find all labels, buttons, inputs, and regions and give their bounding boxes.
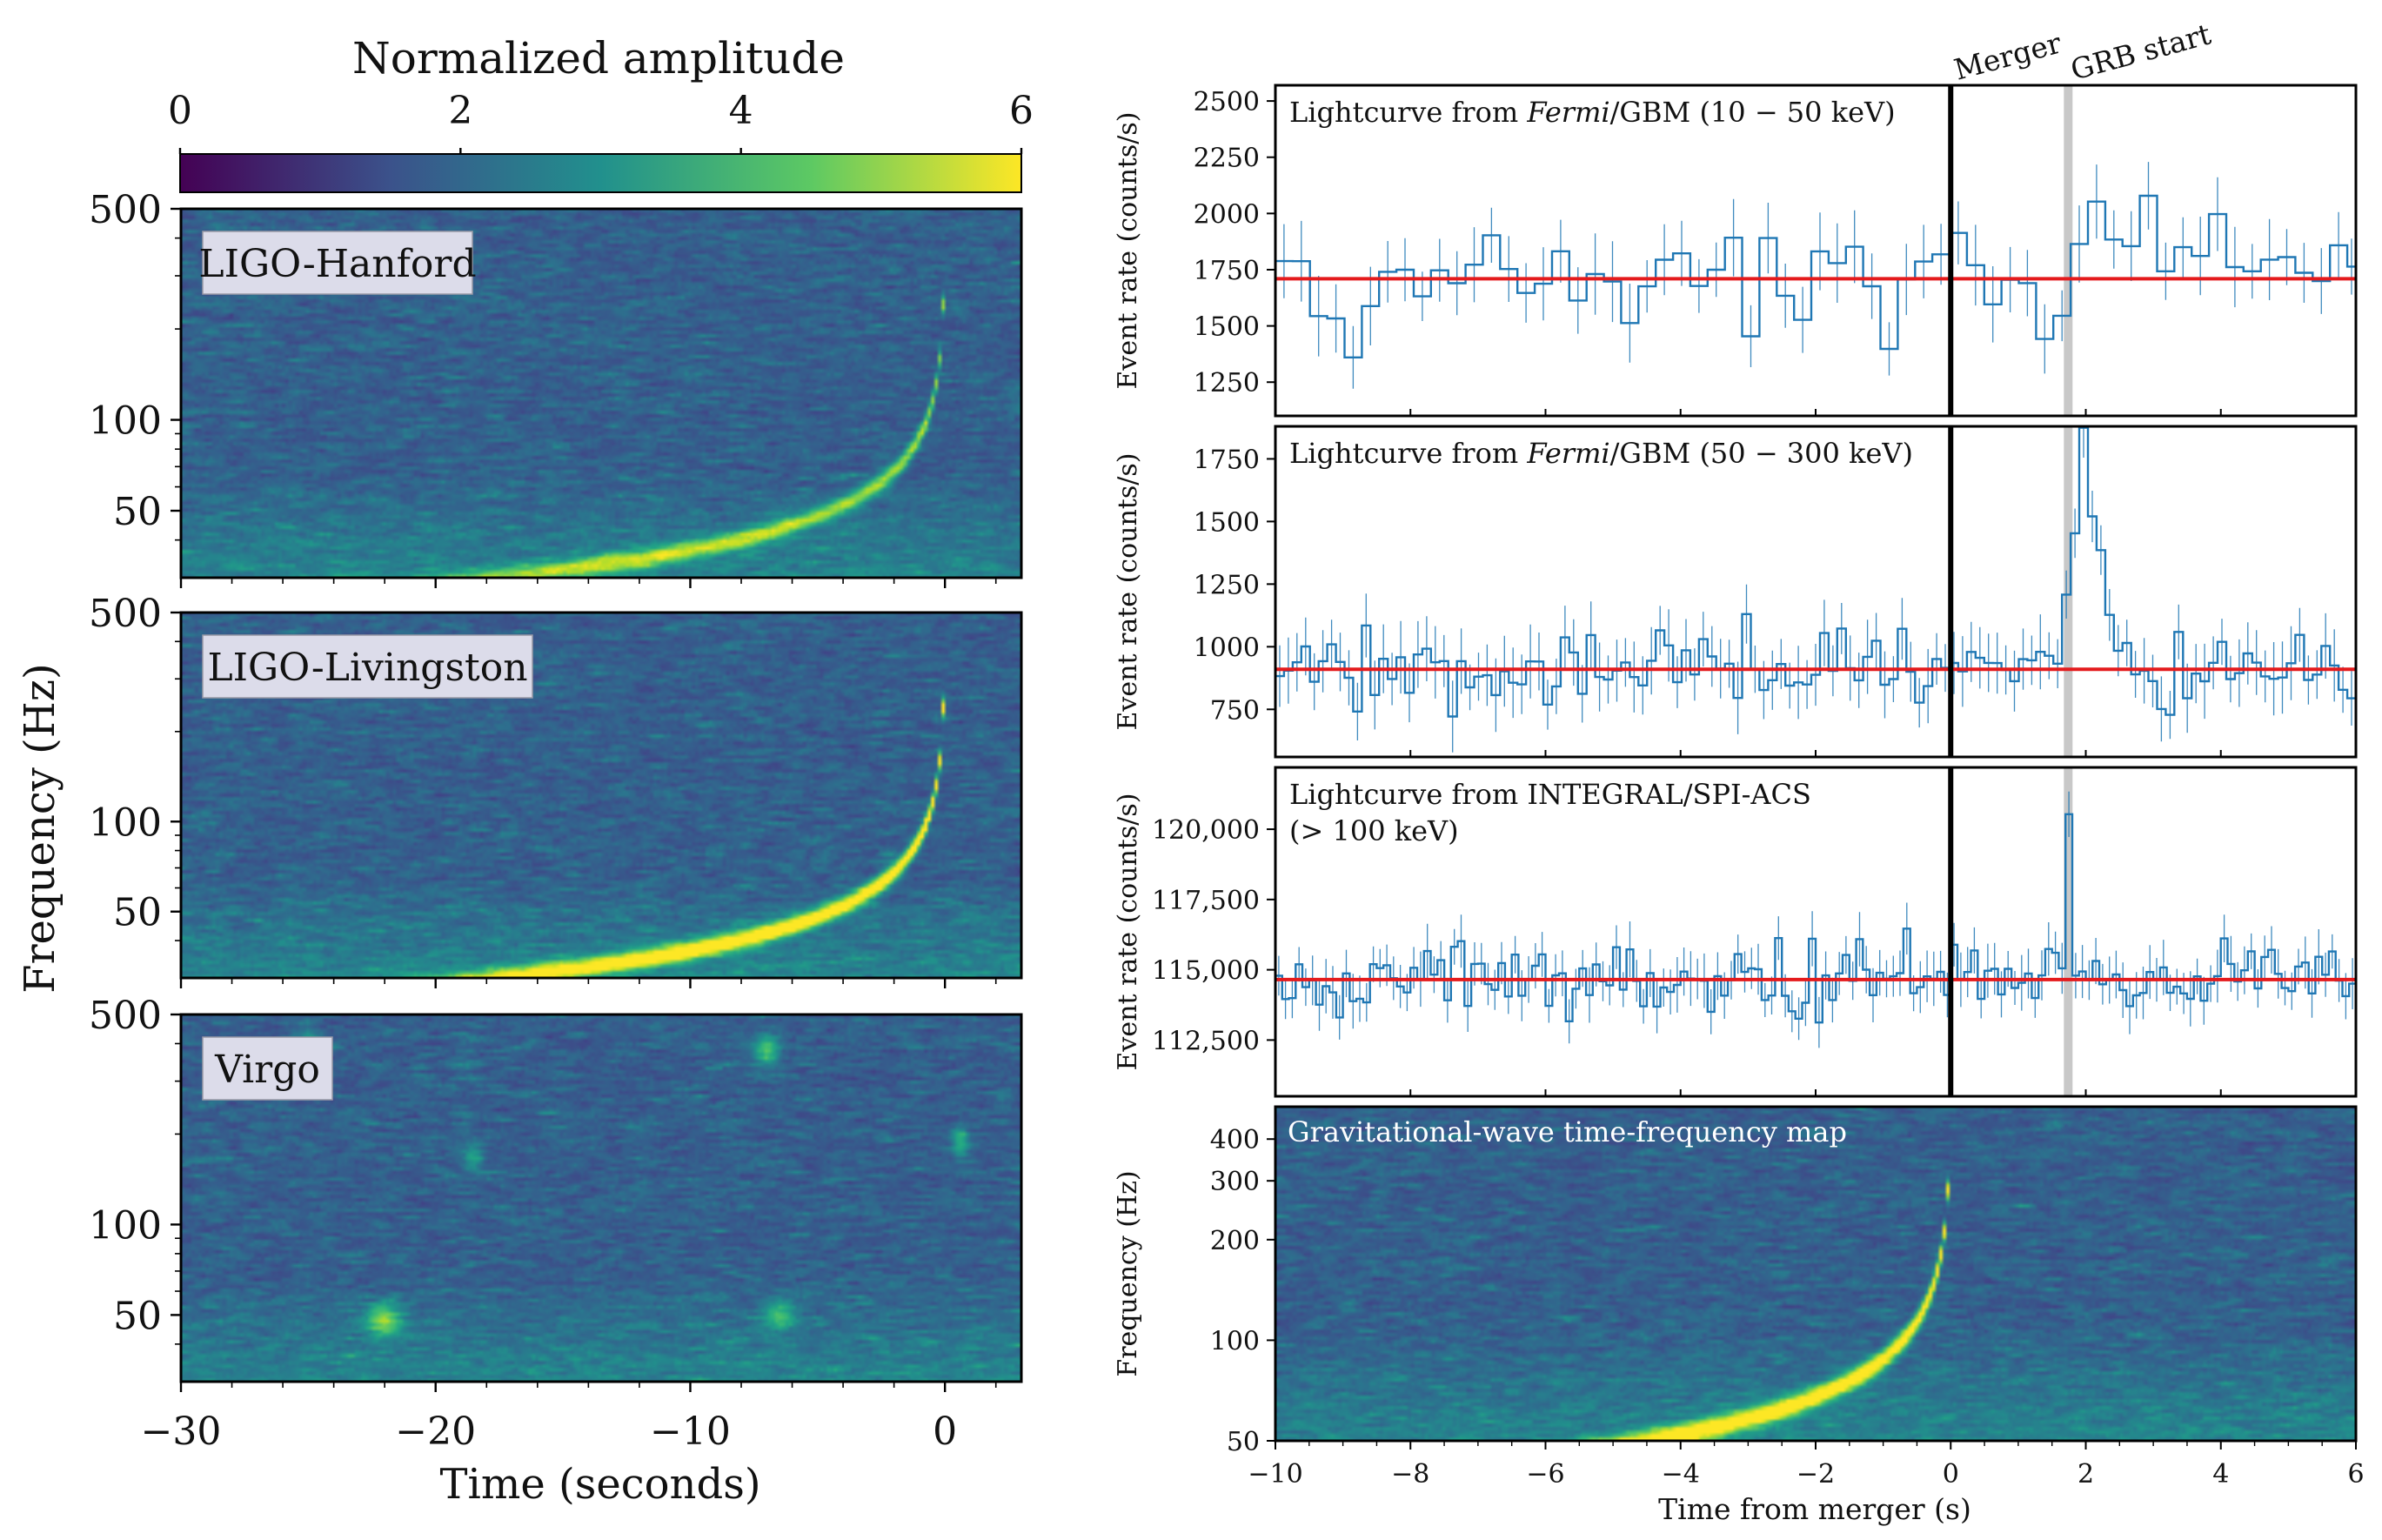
- y-tick-label: 115,000: [1152, 956, 1260, 987]
- gw-time-frequency-map: Gravitational-wave time-frequency map 50 1…: [1113, 1105, 2365, 1490]
- right-x-axis-label: Time from merger (s): [1658, 1492, 1971, 1526]
- colorbar-title: Normalized amplitude: [352, 33, 845, 84]
- x-tick-label: 4: [2212, 1459, 2229, 1490]
- colorbar-tick-label: 6: [1009, 89, 1034, 133]
- x-tick-label: 2: [2078, 1459, 2094, 1490]
- y-tick-label: 1500: [1194, 507, 1260, 538]
- colorbar-tick-label: 0: [168, 89, 192, 133]
- lightcurve-y-label: Event rate (counts/s): [1113, 793, 1143, 1071]
- spectrogram-ligo-livingston: LIGO-Livingston 50 100 500: [89, 592, 1023, 988]
- x-tick-label: −2: [1797, 1459, 1835, 1490]
- lightcurve-panel-1: Lightcurve from Fermi/GBM (10 − 50 keV) 1…: [1113, 84, 2358, 418]
- x-tick-label: −30: [141, 1409, 222, 1454]
- y-tick-label: 50: [113, 490, 162, 534]
- merger-marker-label: Merger: [1950, 26, 2065, 87]
- lightcurve-title: Lightcurve from Fermi/GBM (50 − 300 keV): [1289, 437, 1913, 470]
- x-tick-label: 0: [933, 1409, 957, 1454]
- x-tick-label: 6: [2347, 1459, 2364, 1490]
- lightcurve-panels: Lightcurve from Fermi/GBM (10 − 50 keV) 1…: [1113, 84, 2365, 1490]
- x-tick-label: −8: [1391, 1459, 1429, 1490]
- spectrogram-ligo-livingston-label: LIGO-Livingston: [207, 646, 527, 690]
- x-tick-label: −6: [1526, 1459, 1564, 1490]
- y-tick-label: 100: [89, 1203, 162, 1248]
- y-tick-label: 500: [89, 592, 162, 636]
- lightcurve-panel-3: Lightcurve from INTEGRAL/SPI-ACS(> 100 k…: [1113, 766, 2358, 1098]
- y-tick-label: 500: [89, 188, 162, 232]
- spectrogram-ligo-livingston-frame: [179, 611, 1023, 980]
- gw-map-y-label: Frequency (Hz): [1113, 1170, 1143, 1376]
- left-y-axis-label: Frequency (Hz): [16, 663, 64, 993]
- colorbar-gradient: [179, 153, 1022, 193]
- spectrogram-ligo-hanford-label: LIGO-Hanford: [198, 242, 476, 286]
- y-tick-label: 50: [113, 891, 162, 935]
- lightcurve-y-label: Event rate (counts/s): [1113, 453, 1143, 731]
- y-tick-label: 50: [113, 1294, 162, 1338]
- y-tick-label: 1500: [1194, 312, 1260, 343]
- y-tick-label: 117,500: [1152, 886, 1260, 916]
- spectrogram-virgo-label: Virgo: [214, 1048, 320, 1092]
- grb-start-band: [2064, 426, 2073, 757]
- y-tick-label: 1250: [1194, 368, 1260, 398]
- colorbar-tick-label: 4: [729, 89, 753, 133]
- x-tick-label: 0: [1943, 1459, 1959, 1490]
- spectrogram-ligo-hanford-frame: [179, 207, 1023, 579]
- lightcurve-steps: [1275, 426, 2356, 718]
- x-tick-label: −10: [1248, 1459, 1302, 1490]
- error-bars: [1279, 426, 2352, 753]
- y-tick-label: 2500: [1194, 87, 1260, 117]
- colorbar-ticks: 0 2 4 6: [168, 89, 1034, 154]
- lightcurve-title: Lightcurve from INTEGRAL/SPI-ACS: [1289, 778, 1811, 811]
- y-tick-label: 50: [1227, 1427, 1260, 1457]
- y-tick-label: 2250: [1194, 144, 1260, 174]
- y-tick-label: 1750: [1194, 445, 1260, 475]
- grb-start-marker-label: GRB start: [2067, 17, 2214, 86]
- spectrogram-ligo-livingston-label-box: [202, 634, 533, 699]
- y-tick-label: 112,500: [1152, 1026, 1260, 1056]
- y-tick-label: 100: [1210, 1326, 1260, 1356]
- spectrogram-virgo: Virgo 50 100 500: [89, 994, 1023, 1392]
- y-tick-label: 1750: [1194, 256, 1260, 286]
- lightcurve-title: Lightcurve from Fermi/GBM (10 − 50 keV): [1289, 96, 1896, 129]
- error-bars: [1283, 162, 2352, 389]
- y-tick-label: 1000: [1194, 633, 1260, 663]
- y-tick-label: 1250: [1194, 570, 1260, 600]
- grb-start-band: [2064, 85, 2073, 416]
- lightcurve-title-line2: (> 100 keV): [1289, 814, 1459, 847]
- y-tick-label: 100: [89, 800, 162, 845]
- x-tick-label: −10: [650, 1409, 731, 1454]
- y-tick-label: 300: [1210, 1167, 1260, 1197]
- left-x-axis-label: Time (seconds): [439, 1460, 760, 1509]
- gw-time-frequency-map-heatmap: [1275, 1107, 2356, 1441]
- spectrogram-virgo-frame: [179, 1013, 1023, 1383]
- y-tick-label: 200: [1210, 1226, 1260, 1256]
- detector-spectrograms: LIGO-Hanford50100500LIGO-Livingston50100…: [89, 188, 1023, 1454]
- grb-start-band: [2064, 767, 2073, 1096]
- spectrogram-ligo-hanford-label-box: [202, 231, 473, 295]
- spectrogram-ligo-hanford: LIGO-Hanford 50 100 500: [89, 188, 1023, 588]
- y-tick-label: 120,000: [1152, 815, 1260, 846]
- lightcurve-steps: [1275, 194, 2356, 358]
- x-tick-label: −4: [1662, 1459, 1700, 1490]
- lightcurve-frame: [1274, 425, 2358, 759]
- y-tick-label: 400: [1210, 1125, 1260, 1155]
- x-tick-label: −20: [395, 1409, 476, 1454]
- y-tick-label: 100: [89, 399, 162, 444]
- colorbar-tick-label: 2: [448, 89, 472, 133]
- lightcurve-y-label: Event rate (counts/s): [1113, 112, 1143, 390]
- lightcurve-panel-2: Lightcurve from Fermi/GBM (50 − 300 keV)…: [1113, 425, 2358, 759]
- gw-map-title: Gravitational-wave time-frequency map: [1288, 1115, 1847, 1148]
- y-tick-label: 750: [1210, 695, 1260, 726]
- y-tick-label: 500: [89, 994, 162, 1038]
- spectrogram-virgo-label-box: [202, 1036, 333, 1101]
- y-tick-label: 2000: [1194, 199, 1260, 230]
- colorbar: Normalized amplitude 0 2 4 6: [168, 33, 1034, 193]
